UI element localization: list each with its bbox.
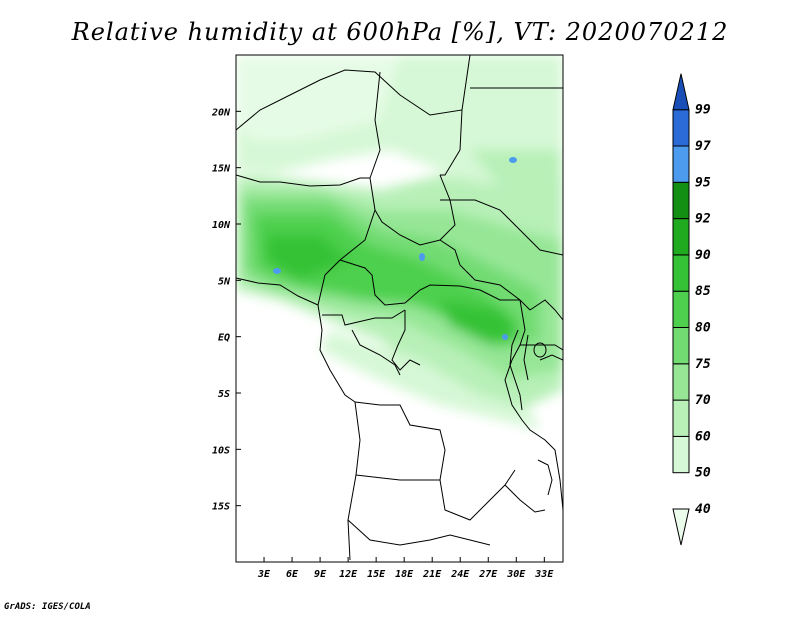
latitude-axis: 20N 15N 10N 5N EQ 5S 10S 15S — [211, 107, 241, 513]
colorbar-segment — [672, 218, 690, 256]
colorbar-label: 85 — [695, 284, 711, 299]
lat-tick-label: 15S — [212, 502, 230, 513]
colorbar-segment — [672, 435, 690, 474]
lon-tick-label: 6E — [286, 569, 299, 580]
colorbar-label: 70 — [695, 393, 711, 408]
lon-tick-label: 21E — [422, 569, 442, 580]
colorbar-label: 80 — [695, 321, 711, 336]
longitude-axis: 3E 6E 9E 12E 15E 18E 21E 24E 27E 30E 33E — [257, 557, 554, 580]
colorbar-label: 40 — [695, 502, 711, 517]
colorbar-label: 97 — [695, 139, 711, 154]
lat-tick-label: EQ — [218, 333, 230, 344]
colorbar-segment — [672, 399, 690, 437]
colorbar-label: 95 — [695, 175, 711, 190]
lon-tick-label: 9E — [314, 569, 327, 580]
colorbar-segment — [672, 73, 690, 111]
map-frame — [235, 54, 564, 563]
lat-tick-label: 5S — [218, 389, 230, 400]
lakes — [509, 329, 553, 496]
colorbar-segment — [672, 109, 690, 147]
colorbar-label: 99 — [695, 103, 711, 118]
lon-tick-label: 12E — [339, 569, 358, 580]
lat-tick-label: 10S — [212, 445, 230, 456]
lon-tick-label: 18E — [395, 569, 414, 580]
colorbar-label: 90 — [695, 248, 711, 263]
lat-tick-label: 5N — [218, 276, 231, 287]
lon-tick-label: 27E — [478, 569, 498, 580]
colorbar-segment — [672, 508, 690, 546]
lon-tick-label: 24E — [450, 569, 470, 580]
colorbar-segment — [672, 181, 690, 220]
lat-tick-label: 10N — [212, 220, 231, 231]
lat-tick-label: 20N — [211, 107, 231, 118]
colorbar-label: 75 — [695, 357, 711, 372]
colorbar-label: 50 — [695, 466, 711, 481]
footer-credit: GrADS: IGES/COLA — [4, 602, 91, 612]
chart-title: Relative humidity at 600hPa [%], VT: 202… — [71, 18, 729, 46]
colorbar-segment — [672, 290, 690, 328]
colorbar-label: 92 — [695, 212, 711, 227]
lon-tick-label: 30E — [506, 569, 526, 580]
lon-tick-label: 15E — [367, 569, 386, 580]
lon-tick-label: 3E — [257, 569, 271, 580]
colorbar-segment — [672, 326, 690, 365]
colorbar-segment — [672, 363, 690, 401]
colorbar-segment — [672, 145, 690, 183]
lat-tick-label: 15N — [212, 164, 231, 175]
country-borders — [236, 55, 563, 561]
colorbar-label: 60 — [695, 429, 711, 444]
colorbar-segment — [672, 254, 690, 292]
lon-tick-label: 33E — [534, 569, 554, 580]
colorbar: 40 50 60 70 75 80 85 90 92 95 97 99 — [672, 73, 711, 546]
humidity-field — [236, 55, 563, 562]
